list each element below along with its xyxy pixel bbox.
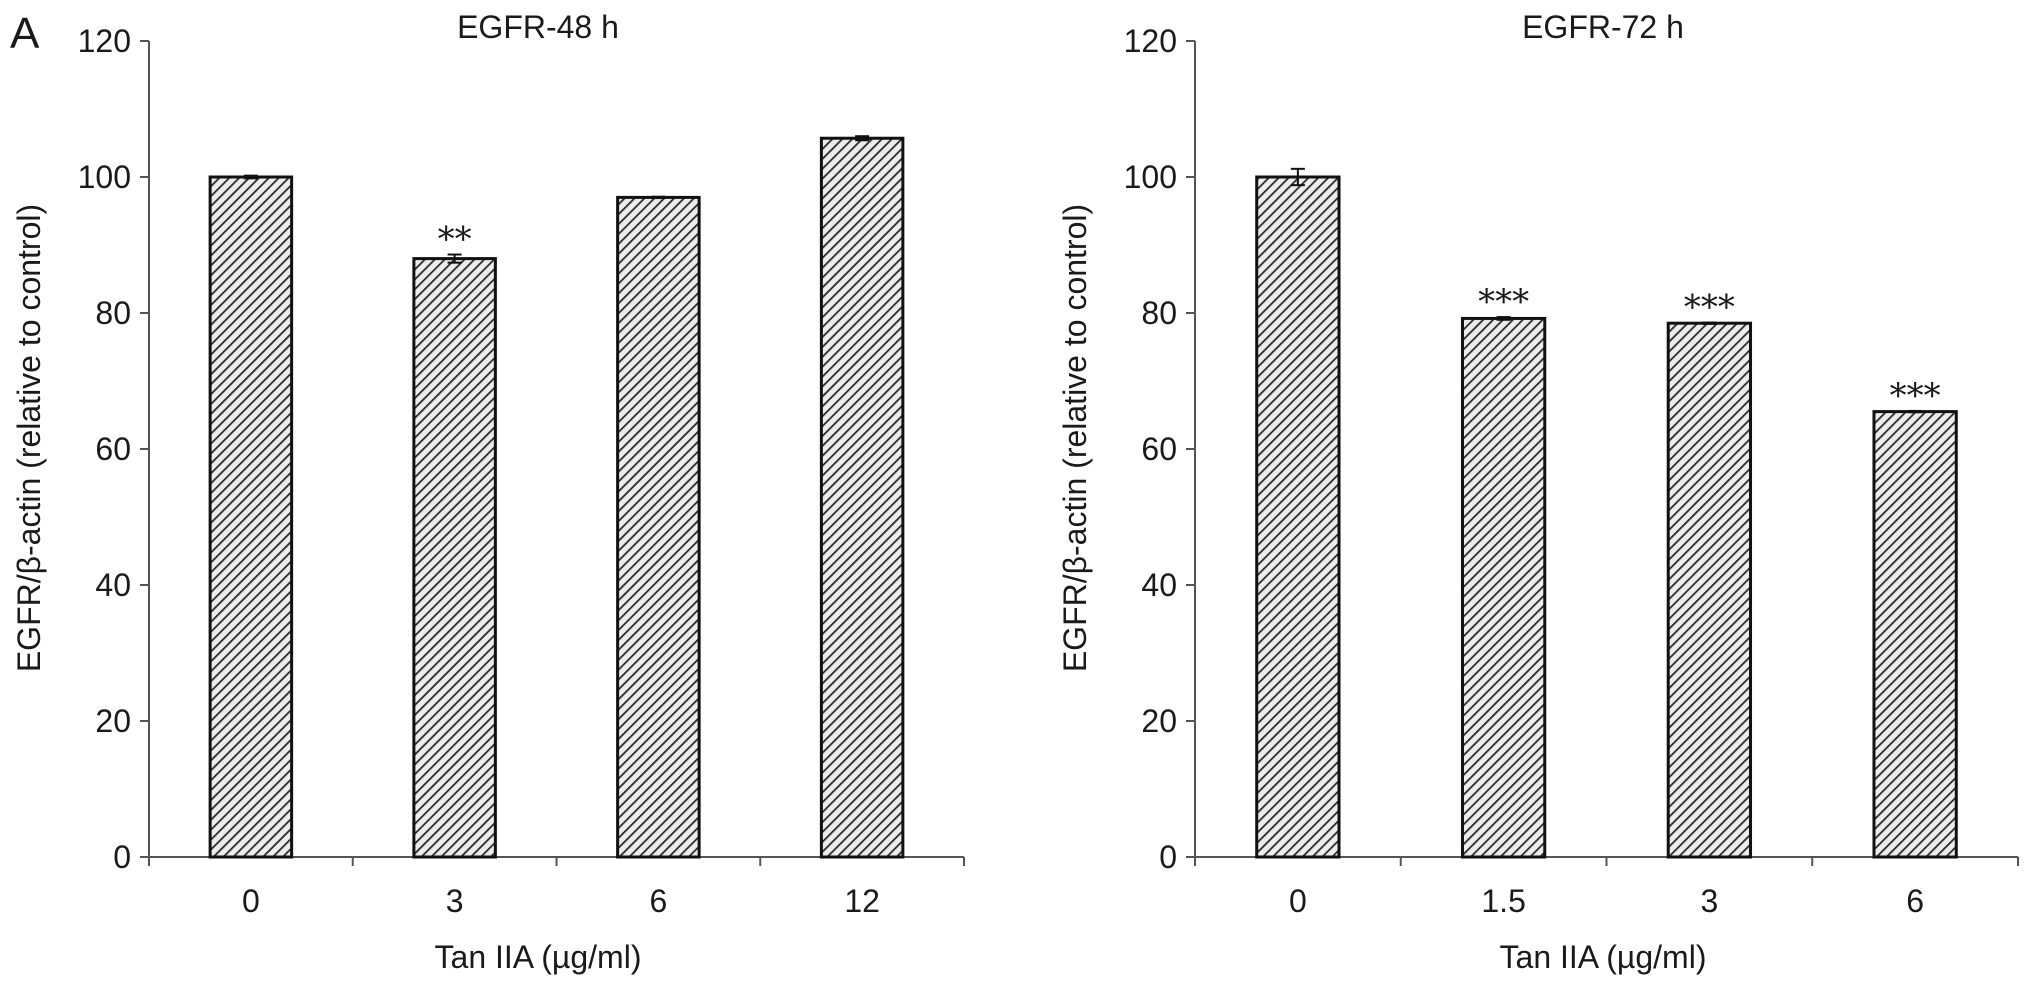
- y-tick-label: 0: [1159, 839, 1177, 875]
- x-tick-label: 3: [1700, 883, 1718, 919]
- y-axis-title: EGFR/β-actin (relative to control): [11, 204, 47, 672]
- y-tick-label: 80: [95, 295, 131, 331]
- plot-area: 0 20 40 60 80 100 120 0 1.5 *** 3 *** 6 ***: [1124, 23, 2019, 919]
- x-tick-label: 6: [1906, 883, 1924, 919]
- y-tick-label: 40: [1141, 567, 1177, 603]
- bar: [616, 195, 701, 859]
- y-tick-label: 60: [1141, 431, 1177, 467]
- significance-marker: ***: [1478, 282, 1529, 322]
- y-tick-label: 80: [1141, 295, 1177, 331]
- bar: [412, 257, 497, 859]
- significance-marker: **: [438, 220, 472, 260]
- x-axis-title: Tan IIA (µg/ml): [1500, 939, 1707, 975]
- x-tick-label: 0: [242, 883, 260, 919]
- chart-title: EGFR-72 h: [1522, 9, 1684, 45]
- chart-title: EGFR-48 h: [457, 9, 619, 45]
- y-tick-label: 0: [113, 839, 131, 875]
- bar: [1666, 321, 1753, 859]
- panel-label: A: [10, 9, 40, 58]
- y-tick-label: 60: [95, 431, 131, 467]
- y-tick-label: 20: [95, 703, 131, 739]
- bar: [1460, 316, 1547, 859]
- x-tick-label: 6: [649, 883, 667, 919]
- significance-marker: ***: [1684, 288, 1735, 328]
- x-tick-label: 1.5: [1481, 883, 1525, 919]
- y-tick-label: 100: [78, 159, 131, 195]
- chart-egfr-48h: EGFR-48 h EGFR/β-actin (relative to cont…: [11, 9, 965, 975]
- y-tick-label: 120: [1124, 23, 1177, 59]
- y-tick-label: 100: [1124, 159, 1177, 195]
- bar: [1872, 410, 1958, 859]
- significance-marker: ***: [1890, 376, 1941, 416]
- x-tick-label: 0: [1289, 883, 1307, 919]
- x-tick-label: 3: [446, 883, 464, 919]
- x-axis-title: Tan IIA (µg/ml): [435, 939, 642, 975]
- y-tick-label: 20: [1141, 703, 1177, 739]
- x-tick-label: 12: [844, 883, 880, 919]
- bar: [819, 136, 905, 859]
- chart-egfr-72h: EGFR-72 h EGFR/β-actin (relative to cont…: [1057, 9, 2019, 975]
- bar: [208, 175, 294, 859]
- y-tick-label: 40: [95, 567, 131, 603]
- bar: [1255, 175, 1341, 859]
- y-axis-title: EGFR/β-actin (relative to control): [1057, 204, 1093, 672]
- y-tick-label: 120: [78, 23, 131, 59]
- plot-area: 0 20 40 60 80 100 120 0 3 ** 6 12: [78, 23, 965, 919]
